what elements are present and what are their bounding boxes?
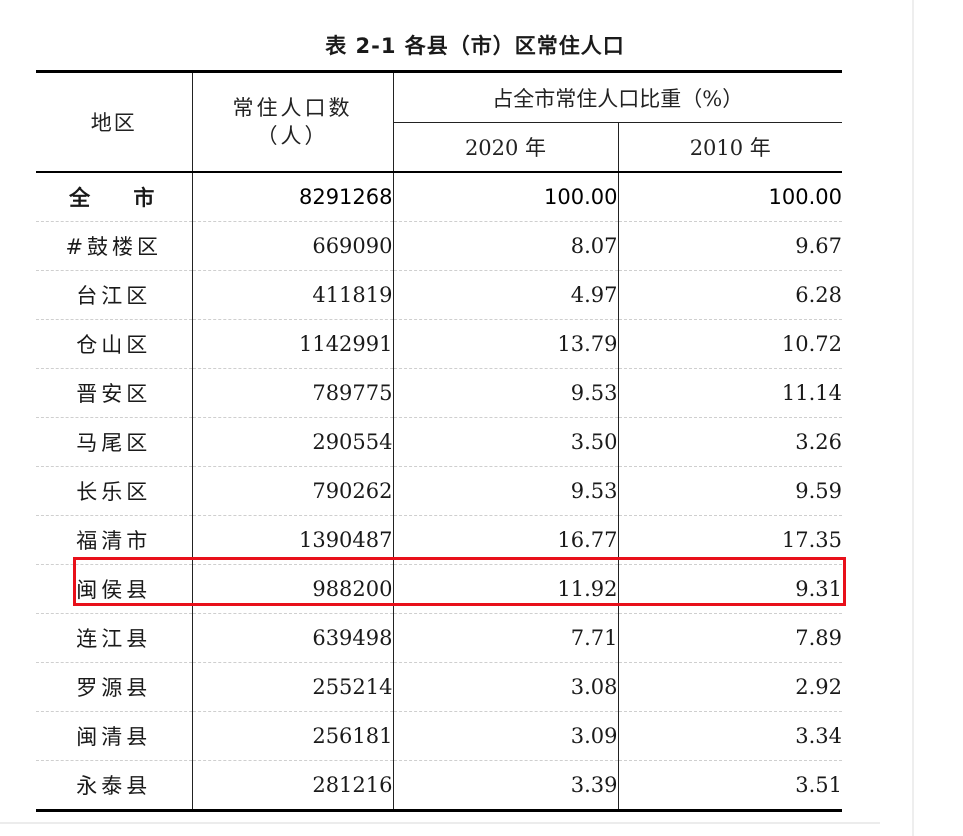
population-cell: 411819 <box>191 270 394 320</box>
share-2020-cell: 9.53 <box>392 368 619 418</box>
region-cell: 晋安区 <box>36 368 193 418</box>
header-years-row: 2020 年 2010 年 <box>36 122 843 173</box>
header-population-unit: （人） <box>256 124 329 148</box>
header-share: 占全市常住人口比重（%） <box>392 71 843 123</box>
table-row: 仓山区 1142991 13.79 10.72 <box>36 319 843 369</box>
share-2020-cell: 8.07 <box>392 221 619 271</box>
population-cell: 8291268 <box>191 172 394 222</box>
header-population: 常住人口数 （人） <box>191 71 394 173</box>
header-year-2020: 2020 年 <box>393 122 619 173</box>
page-bottom-edge <box>0 822 880 824</box>
population-cell: 790262 <box>191 466 394 516</box>
share-2020-cell: 9.53 <box>392 466 619 516</box>
region-cell: #鼓楼区 <box>36 221 193 271</box>
population-cell: 639498 <box>191 613 394 663</box>
population-cell: 290554 <box>191 417 394 467</box>
share-2010-cell: 3.26 <box>617 417 843 467</box>
population-cell: 789775 <box>191 368 394 418</box>
share-2010-cell: 100.00 <box>617 172 843 222</box>
table-title: 表 2-1 各县（市）区常住人口 <box>325 34 625 58</box>
table-row-total: 全 市 8291268 100.00 100.00 <box>36 172 843 222</box>
population-cell: 1390487 <box>191 515 394 565</box>
share-2010-cell: 9.31 <box>617 564 843 614</box>
share-2020-cell: 7.71 <box>392 613 619 663</box>
table-row: 台江区 411819 4.97 6.28 <box>36 270 843 320</box>
share-2010-cell: 3.51 <box>617 760 843 811</box>
region-cell: 全 市 <box>36 172 193 222</box>
region-cell: 马尾区 <box>36 417 193 467</box>
table-row: 马尾区 290554 3.50 3.26 <box>36 417 843 467</box>
share-2010-cell: 9.59 <box>617 466 843 516</box>
population-cell: 669090 <box>191 221 394 271</box>
share-2010-cell: 17.35 <box>617 515 843 565</box>
region-cell: 闽侯县 <box>36 564 193 614</box>
share-2010-cell: 2.92 <box>617 662 843 712</box>
table-row: 福清市 1390487 16.77 17.35 <box>36 515 843 565</box>
share-2010-cell: 10.72 <box>617 319 843 369</box>
share-2020-cell: 3.09 <box>392 711 619 761</box>
share-2020-cell: 100.00 <box>392 172 619 222</box>
population-table: 地区 常住人口数 （人） 占全市常住人口比重（%） 2020 年 2010 年 … <box>36 70 843 812</box>
region-cell: 台江区 <box>36 270 193 320</box>
share-2020-cell: 16.77 <box>392 515 619 565</box>
header-row: 地区 常住人口数 （人） 占全市常住人口比重（%） <box>36 71 843 173</box>
table-row: 罗源县 255214 3.08 2.92 <box>36 662 843 712</box>
share-2010-cell: 9.67 <box>617 221 843 271</box>
table-body: 全 市 8291268 100.00 100.00 #鼓楼区 669090 8.07 9.67… <box>36 172 843 811</box>
table-row: #鼓楼区 669090 8.07 9.67 <box>36 221 843 271</box>
region-cell: 长乐区 <box>36 466 193 516</box>
share-2010-cell: 11.14 <box>617 368 843 418</box>
table-row: 连江县 639498 7.71 7.89 <box>36 613 843 663</box>
header-population-line1: 常住人口数 <box>232 96 353 120</box>
population-cell: 256181 <box>191 711 394 761</box>
region-cell: 罗源县 <box>36 662 193 712</box>
table-row: 永泰县 281216 3.39 3.51 <box>36 760 843 811</box>
share-2020-cell: 4.97 <box>392 270 619 320</box>
share-2010-cell: 3.34 <box>617 711 843 761</box>
share-2020-cell: 3.39 <box>392 760 619 811</box>
region-cell: 闽清县 <box>36 711 193 761</box>
share-2010-cell: 7.89 <box>617 613 843 663</box>
page-edge <box>912 0 914 836</box>
header-year-2010: 2010 年 <box>617 122 843 173</box>
table-row: 长乐区 790262 9.53 9.59 <box>36 466 843 516</box>
region-cell: 永泰县 <box>36 760 193 811</box>
population-cell: 1142991 <box>191 319 394 369</box>
header-region: 地区 <box>36 71 193 173</box>
region-cell: 仓山区 <box>36 319 193 369</box>
share-2020-cell: 11.92 <box>392 564 619 614</box>
population-cell: 255214 <box>191 662 394 712</box>
share-2020-cell: 13.79 <box>392 319 619 369</box>
population-cell: 988200 <box>191 564 394 614</box>
table-row: 闽侯县 988200 11.92 9.31 <box>36 564 843 614</box>
region-cell: 福清市 <box>36 515 193 565</box>
population-cell: 281216 <box>191 760 394 811</box>
region-cell: 连江县 <box>36 613 193 663</box>
table-row: 晋安区 789775 9.53 11.14 <box>36 368 843 418</box>
table-row: 闽清县 256181 3.09 3.34 <box>36 711 843 761</box>
share-2020-cell: 3.08 <box>392 662 619 712</box>
share-2020-cell: 3.50 <box>392 417 619 467</box>
share-2010-cell: 6.28 <box>617 270 843 320</box>
